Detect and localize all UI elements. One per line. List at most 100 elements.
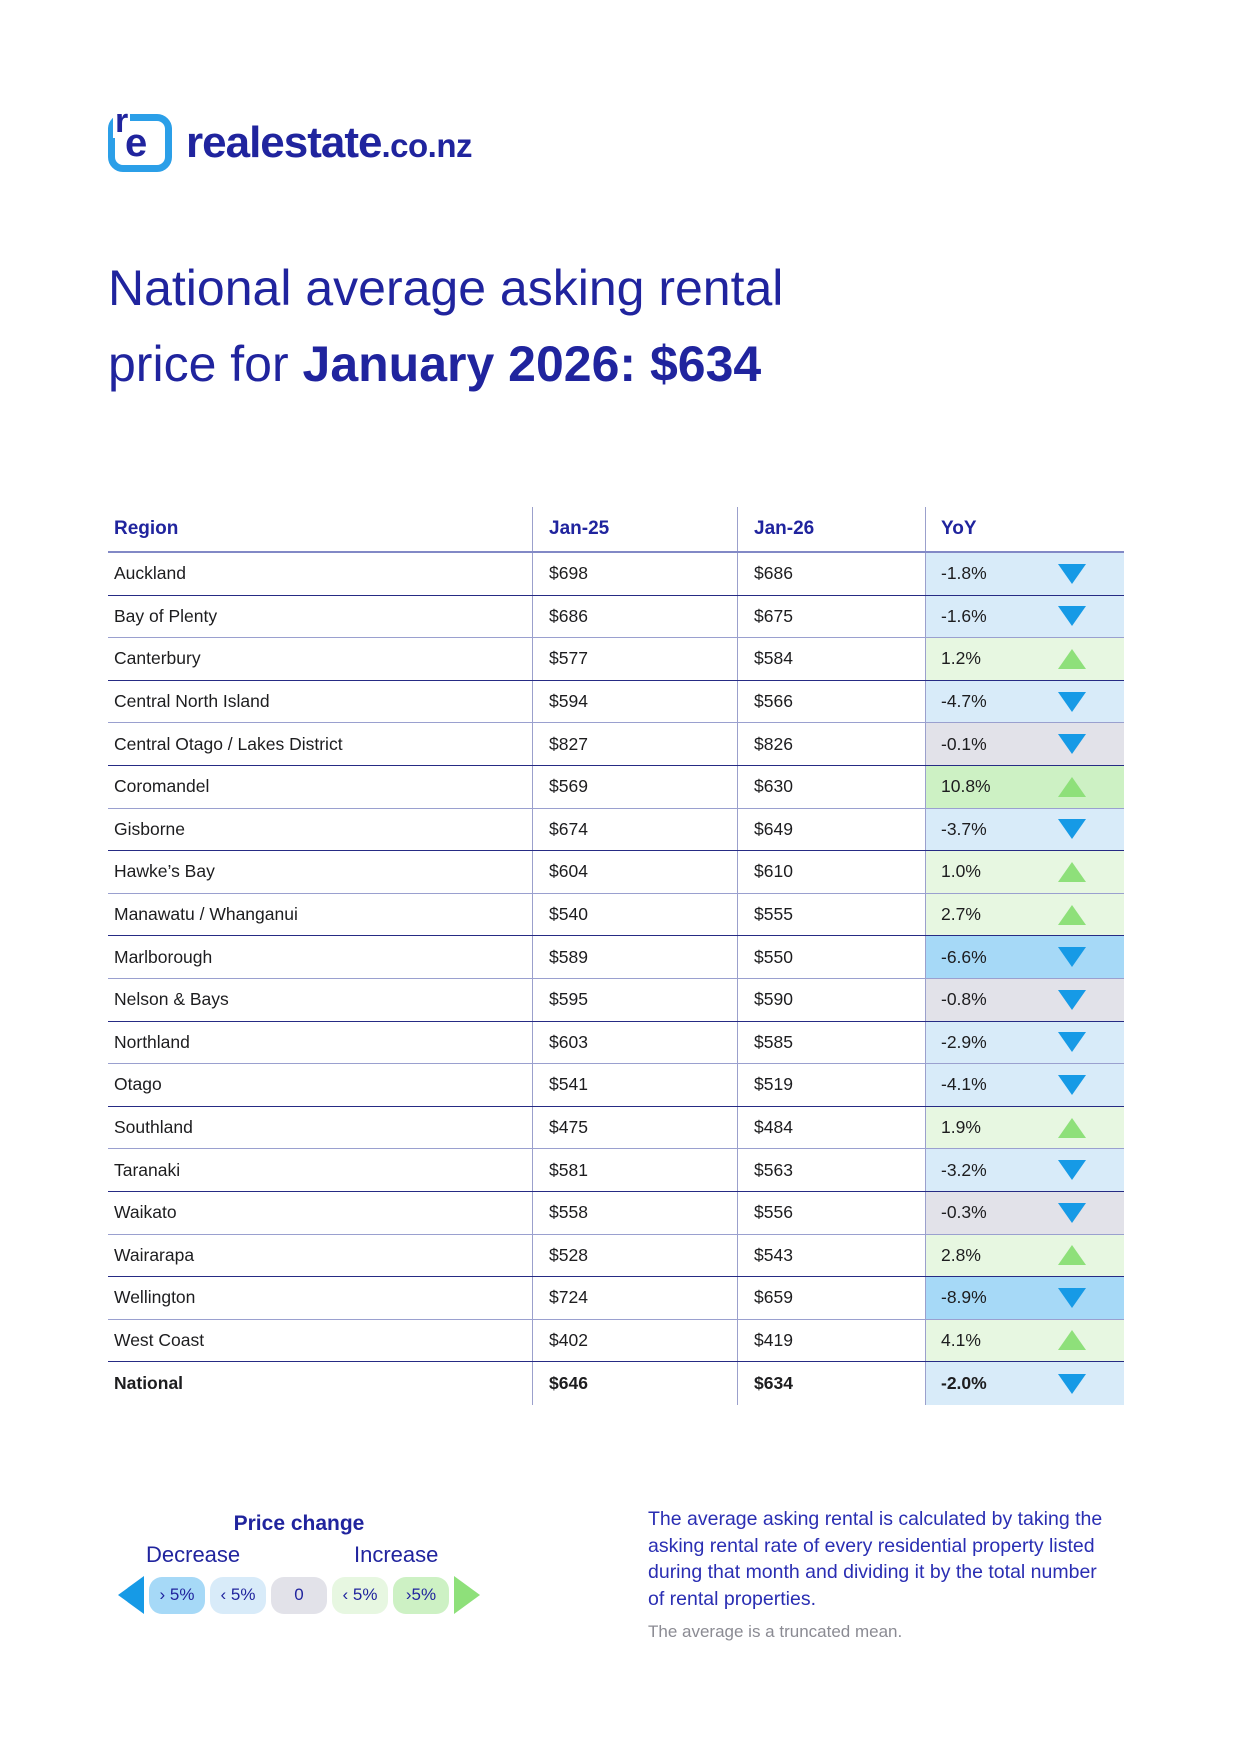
yoy-cell: 4.1% xyxy=(925,1319,1124,1362)
trend-down-icon xyxy=(1058,606,1086,627)
table-row: Nelson & Bays $595 $590 -0.8% xyxy=(108,978,1124,1022)
yoy-cell: -0.8% xyxy=(925,978,1124,1021)
table-row: Auckland $698 $686 -1.8% xyxy=(108,553,1124,596)
table-row: Taranaki $581 $563 -3.2% xyxy=(108,1149,1124,1192)
trend-up-icon xyxy=(1058,1330,1086,1351)
column-header-region: Region xyxy=(114,518,179,539)
increase-arrow-icon xyxy=(454,1576,480,1614)
jan25-cell: $646 xyxy=(532,1362,737,1405)
yoy-value: 4.1% xyxy=(941,1329,981,1350)
region-cell: West Coast xyxy=(114,1329,205,1350)
legend-pill: ‹ 5% xyxy=(332,1576,388,1614)
table-row: Manawatu / Whanganui $540 $555 2.7% xyxy=(108,893,1124,937)
logo-brand-text: realestate xyxy=(186,118,382,167)
footnote: The average asking rental is calculated … xyxy=(648,1506,1118,1642)
jan25-cell: $402 xyxy=(532,1319,737,1362)
trend-down-icon xyxy=(1058,947,1086,968)
brand-logo: r e realestate.co.nz xyxy=(108,104,472,172)
trend-down-icon xyxy=(1058,1074,1086,1095)
jan25-cell: $581 xyxy=(532,1149,737,1191)
jan25-cell: $528 xyxy=(532,1234,737,1277)
legend-pills: › 5% ‹ 5% 0 ‹ 5% ›5% xyxy=(149,1576,449,1614)
yoy-value: 1.0% xyxy=(941,861,981,882)
column-header-yoy: YoY xyxy=(925,507,1124,551)
jan26-cell: $555 xyxy=(737,893,925,936)
trend-down-icon xyxy=(1058,1287,1086,1308)
jan26-cell: $649 xyxy=(737,808,925,851)
table-row: National $646 $634 -2.0% xyxy=(108,1362,1124,1405)
table-row: Marlborough $589 $550 -6.6% xyxy=(108,936,1124,979)
yoy-value: -1.6% xyxy=(941,605,987,626)
region-cell: Hawke’s Bay xyxy=(114,861,215,882)
price-change-legend: Price change Decrease Increase › 5% ‹ 5%… xyxy=(118,1512,480,1614)
region-cell: Manawatu / Whanganui xyxy=(114,904,298,925)
table-row: Bay of Plenty $686 $675 -1.6% xyxy=(108,595,1124,639)
region-cell: Nelson & Bays xyxy=(114,989,229,1010)
jan25-cell: $558 xyxy=(532,1191,737,1234)
table-row: Wairarapa $528 $543 2.8% xyxy=(108,1234,1124,1278)
trend-down-icon xyxy=(1058,819,1086,840)
trend-up-icon xyxy=(1058,904,1086,925)
decrease-arrow-icon xyxy=(118,1576,144,1614)
table-row: Canterbury $577 $584 1.2% xyxy=(108,638,1124,681)
yoy-cell: -0.1% xyxy=(925,723,1124,765)
jan25-cell: $724 xyxy=(532,1277,737,1319)
yoy-cell: 1.9% xyxy=(925,1106,1124,1149)
yoy-cell: 1.0% xyxy=(925,851,1124,893)
jan26-cell: $634 xyxy=(737,1362,925,1405)
rental-price-table: Region Jan-25 Jan-26 YoY Auckland $698 $… xyxy=(108,507,1124,1405)
logo-icon-r: r xyxy=(113,102,131,140)
yoy-cell: -2.0% xyxy=(925,1362,1124,1405)
table-row: Waikato $558 $556 -0.3% xyxy=(108,1191,1124,1235)
logo-wordmark: realestate.co.nz xyxy=(186,121,472,165)
logo-icon-e: e xyxy=(125,121,148,165)
yoy-cell: -2.9% xyxy=(925,1021,1124,1064)
legend-pill: ‹ 5% xyxy=(210,1576,266,1614)
jan26-cell: $419 xyxy=(737,1319,925,1362)
jan25-cell: $589 xyxy=(532,936,737,978)
legend-pill: ›5% xyxy=(393,1576,449,1614)
yoy-value: -2.0% xyxy=(941,1373,987,1394)
jan26-cell: $556 xyxy=(737,1191,925,1234)
jan26-cell: $826 xyxy=(737,723,925,765)
jan25-cell: $686 xyxy=(532,595,737,638)
yoy-value: 1.9% xyxy=(941,1117,981,1138)
region-cell: Central Otago / Lakes District xyxy=(114,733,343,754)
yoy-value: -8.9% xyxy=(941,1287,987,1308)
trend-down-icon xyxy=(1058,563,1086,584)
region-cell: Auckland xyxy=(114,563,186,584)
region-cell: Bay of Plenty xyxy=(114,605,218,626)
yoy-cell: 2.8% xyxy=(925,1234,1124,1277)
table-header-row: Region Jan-25 Jan-26 YoY xyxy=(108,507,1124,553)
page-title: National average asking rental price for … xyxy=(108,250,783,402)
jan25-cell: $577 xyxy=(532,638,737,680)
jan26-cell: $584 xyxy=(737,638,925,680)
trend-down-icon xyxy=(1058,691,1086,712)
yoy-value: -4.1% xyxy=(941,1074,987,1095)
region-cell: Wairarapa xyxy=(114,1244,195,1265)
jan25-cell: $541 xyxy=(532,1064,737,1106)
legend-decrease-label: Decrease xyxy=(146,1542,241,1567)
jan25-cell: $475 xyxy=(532,1106,737,1149)
table-row: Otago $541 $519 -4.1% xyxy=(108,1064,1124,1107)
jan25-cell: $594 xyxy=(532,680,737,723)
jan26-cell: $675 xyxy=(737,595,925,638)
region-cell: Gisborne xyxy=(114,818,186,839)
yoy-cell: -0.3% xyxy=(925,1191,1124,1234)
yoy-value: -0.8% xyxy=(941,989,987,1010)
realestate-logo-icon: r e xyxy=(108,104,172,172)
jan26-cell: $590 xyxy=(737,978,925,1021)
column-header-jan26: Jan-26 xyxy=(737,507,925,551)
yoy-value: -6.6% xyxy=(941,946,987,967)
jan25-cell: $569 xyxy=(532,765,737,808)
footnote-sub-text: The average is a truncated mean. xyxy=(648,1622,903,1641)
jan26-cell: $550 xyxy=(737,936,925,978)
region-cell: Wellington xyxy=(114,1287,196,1308)
yoy-cell: -6.6% xyxy=(925,936,1124,978)
table-row: Hawke’s Bay $604 $610 1.0% xyxy=(108,851,1124,894)
yoy-value: 2.8% xyxy=(941,1244,981,1265)
trend-up-icon xyxy=(1058,861,1086,882)
region-cell: Taranaki xyxy=(114,1159,181,1180)
jan26-cell: $610 xyxy=(737,851,925,893)
logo-tld-text: .co.nz xyxy=(381,127,472,164)
